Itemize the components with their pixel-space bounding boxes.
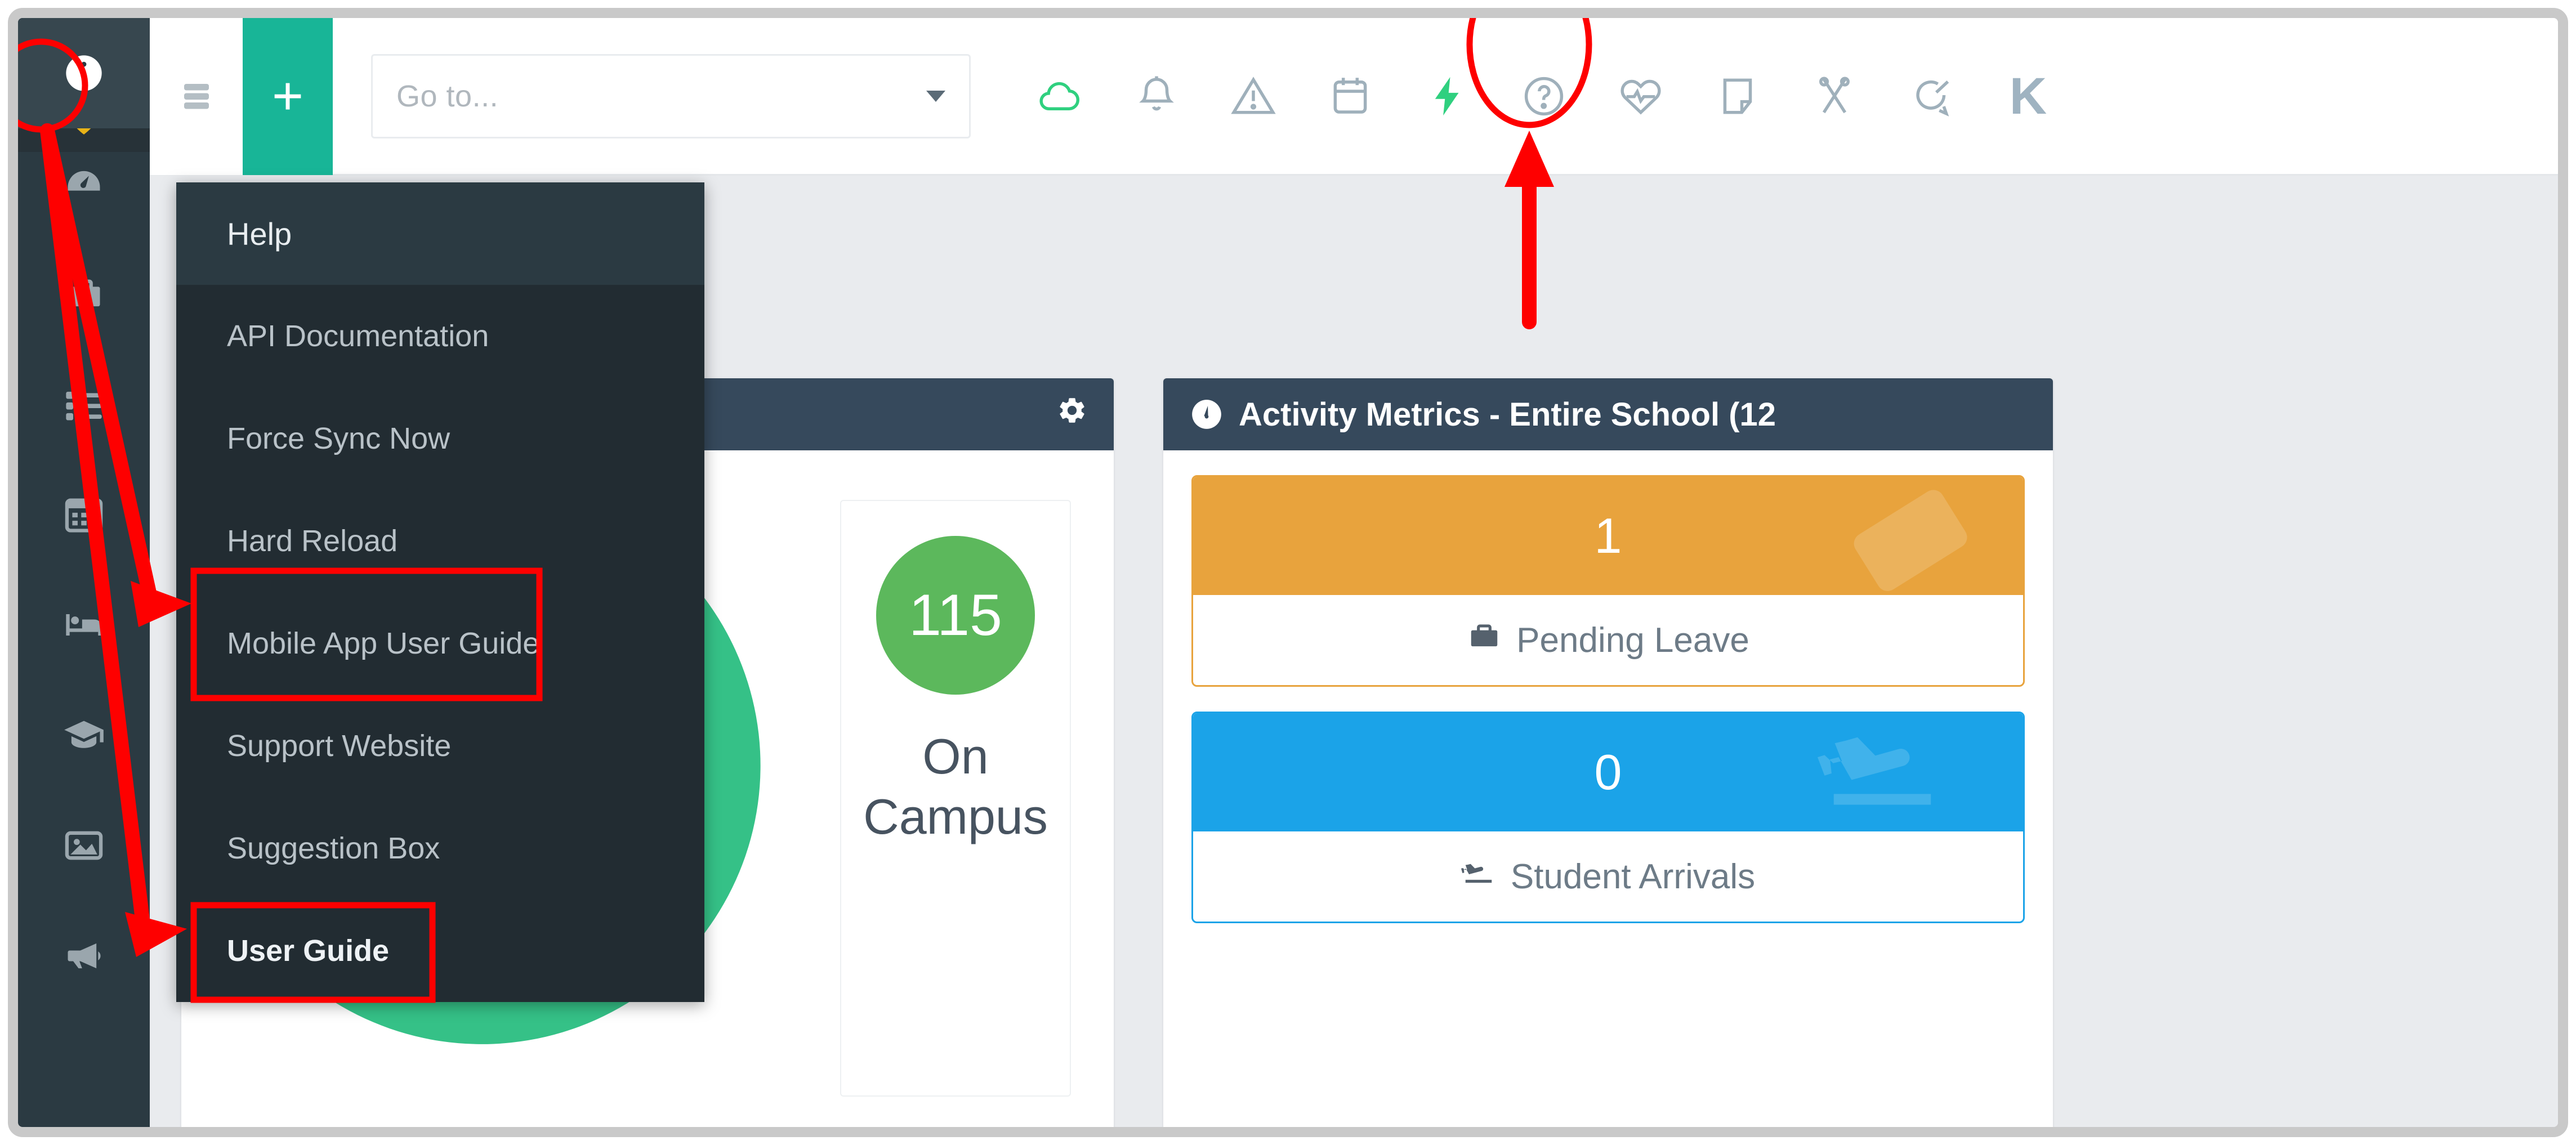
- help-question-icon[interactable]: [1495, 18, 1592, 175]
- search-input[interactable]: Go to...: [371, 53, 971, 138]
- briefcase-icon: [68, 279, 100, 307]
- on-campus-label-line2: Campus: [863, 789, 1048, 845]
- left-sidebar: [18, 18, 150, 1127]
- scissors-icon[interactable]: [1786, 18, 1883, 175]
- chevron-down-icon[interactable]: [926, 90, 945, 102]
- cloud-icon[interactable]: [1011, 18, 1108, 175]
- activity-metrics-title: Activity Metrics - Entire School (12: [1239, 396, 1776, 433]
- sidebar-item-info[interactable]: [18, 18, 150, 128]
- add-button-label: +: [271, 65, 304, 126]
- list-icon: [66, 391, 102, 421]
- k-brand-logo[interactable]: K: [1980, 18, 2077, 175]
- dashboard-icon: [68, 171, 100, 191]
- sidebar-item-calendar[interactable]: [18, 459, 150, 570]
- app-viewport: on - Entire School (127): [18, 18, 2558, 1127]
- gauge-icon: [1189, 397, 1224, 432]
- activity-metrics-header: Activity Metrics - Entire School (12: [1163, 378, 2053, 450]
- metric-value: 1: [1594, 508, 1622, 563]
- help-menu-header: Help: [176, 182, 704, 285]
- on-campus-summary-card[interactable]: 115 On Campus: [840, 500, 1071, 1097]
- megaphone-icon: [68, 943, 101, 969]
- menu-item-mobile-app-user-guide[interactable]: Mobile App User Guide: [227, 627, 540, 660]
- menu-item-hard-reload[interactable]: Hard Reload: [227, 524, 398, 558]
- info-circle-icon: [66, 55, 102, 91]
- sidebar-item-briefcase[interactable]: [18, 239, 150, 349]
- plane-arrival-icon: [1461, 855, 1496, 898]
- metric-value-wrap: 1: [1193, 477, 2023, 595]
- note-icon[interactable]: [1689, 18, 1786, 175]
- search-placeholder: Go to...: [396, 79, 499, 113]
- metric-tile-student-arrivals[interactable]: 0 Student Arrivals: [1191, 712, 2025, 923]
- metric-label-wrap: Student Arrivals: [1193, 831, 2023, 922]
- image-icon: [65, 831, 103, 860]
- sidebar-item-dashboard[interactable]: [18, 128, 150, 239]
- lightning-bolt-icon[interactable]: [1399, 18, 1495, 175]
- briefcase-watermark-icon: [1815, 477, 2001, 595]
- bed-icon: [66, 614, 102, 636]
- gear-icon[interactable]: [1056, 395, 1088, 434]
- sidebar-item-announcements[interactable]: [18, 901, 150, 1011]
- help-dropdown-menu: Help API Documentation Force Sync Now Ha…: [176, 182, 704, 1002]
- on-campus-count: 115: [876, 536, 1035, 695]
- menu-item-support-website[interactable]: Support Website: [227, 729, 452, 763]
- sidebar-item-media[interactable]: [18, 790, 150, 901]
- metric-value-wrap: 0: [1193, 713, 2023, 831]
- toolbar-icon-group: K: [1011, 18, 2077, 175]
- add-button[interactable]: +: [243, 18, 333, 175]
- warning-triangle-icon[interactable]: [1205, 18, 1302, 175]
- on-campus-label: On Campus: [863, 726, 1048, 847]
- menu-item-api-documentation[interactable]: API Documentation: [227, 319, 489, 353]
- bell-icon[interactable]: [1108, 18, 1205, 175]
- briefcase-icon: [1467, 619, 1502, 662]
- metric-tile-pending-leave[interactable]: 1 Pending Leave: [1191, 475, 2025, 687]
- calendar-icon[interactable]: [1302, 18, 1399, 175]
- stack-icon[interactable]: [150, 18, 243, 175]
- metric-value: 0: [1594, 744, 1622, 800]
- chat-bubble-icon[interactable]: [1883, 18, 1980, 175]
- activity-metrics-panel: Activity Metrics - Entire School (12 1: [1163, 378, 2053, 1127]
- heart-pulse-icon[interactable]: [1592, 18, 1689, 175]
- menu-item-suggestion-box[interactable]: Suggestion Box: [227, 831, 440, 865]
- metric-label: Pending Leave: [1516, 620, 1749, 660]
- sidebar-item-boarding[interactable]: [18, 570, 150, 680]
- metric-label: Student Arrivals: [1510, 857, 1756, 896]
- screenshot-frame: on - Entire School (127): [8, 8, 2568, 1137]
- menu-item-force-sync-now[interactable]: Force Sync Now: [227, 422, 450, 455]
- k-brand-label: K: [2009, 67, 2047, 125]
- calendar-grid-icon: [65, 498, 103, 533]
- graduation-cap-icon: [64, 721, 104, 748]
- sidebar-item-list[interactable]: [18, 349, 150, 459]
- plane-watermark-icon: [1764, 713, 2001, 831]
- top-toolbar: + Go to...: [150, 18, 2558, 176]
- sidebar-item-academics[interactable]: [18, 680, 150, 790]
- on-campus-label-line1: On: [922, 728, 989, 784]
- metric-label-wrap: Pending Leave: [1193, 595, 2023, 685]
- activity-metrics-body: 1 Pending Leave: [1163, 475, 2053, 1127]
- menu-item-user-guide[interactable]: User Guide: [227, 934, 390, 968]
